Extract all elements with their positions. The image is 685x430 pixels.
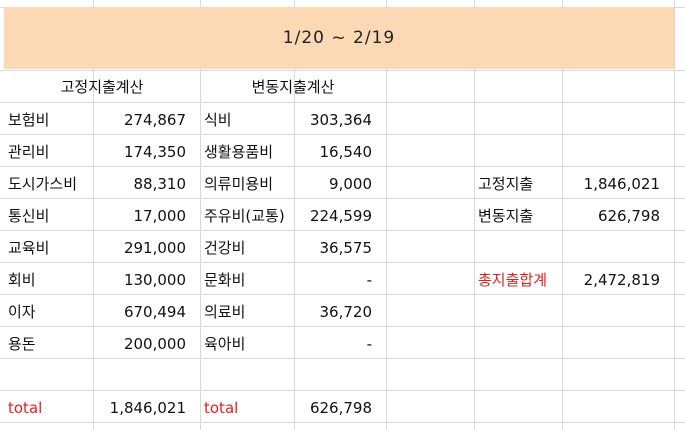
- summary-total-value[interactable]: 2,472,819: [583, 271, 660, 289]
- variable-label-cell[interactable]: 건강비: [204, 239, 246, 257]
- gridline: [562, 0, 563, 430]
- summary-variable-label[interactable]: 변동지출: [478, 207, 534, 225]
- summary-total-label[interactable]: 총지출합계: [478, 271, 548, 289]
- fixed-value-cell[interactable]: 274,867: [123, 111, 186, 129]
- variable-expense-header[interactable]: 변동지출계산: [251, 78, 335, 96]
- variable-label-cell[interactable]: 문화비: [204, 271, 246, 289]
- variable-label-cell[interactable]: 주유비(교통): [204, 207, 285, 225]
- gridline: [474, 0, 475, 430]
- variable-label-cell[interactable]: 육아비: [204, 335, 246, 353]
- gridline: [0, 70, 685, 71]
- variable-value-cell[interactable]: 36,720: [319, 303, 373, 321]
- gridline: [0, 262, 685, 263]
- fixed-value-cell[interactable]: 291,000: [123, 239, 186, 257]
- gridline: [200, 0, 201, 430]
- fixed-value-cell[interactable]: 174,350: [123, 143, 186, 161]
- gridline: [294, 0, 295, 430]
- variable-value-cell[interactable]: 9,000: [329, 175, 372, 193]
- fixed-label-cell[interactable]: 이자: [8, 303, 36, 321]
- variable-label-cell[interactable]: 생활용품비: [204, 143, 274, 161]
- variable-total-value[interactable]: 626,798: [309, 399, 372, 417]
- fixed-value-cell[interactable]: 17,000: [133, 207, 187, 225]
- variable-label-cell[interactable]: 식비: [204, 111, 232, 129]
- variable-label-cell[interactable]: 의료비: [204, 303, 246, 321]
- fixed-total-label[interactable]: total: [8, 399, 43, 417]
- variable-value-cell[interactable]: 303,364: [309, 111, 372, 129]
- fixed-label-cell[interactable]: 관리비: [8, 143, 50, 161]
- gridline: [0, 422, 685, 423]
- fixed-label-cell[interactable]: 도시가스비: [8, 175, 78, 193]
- fixed-total-value[interactable]: 1,846,021: [109, 399, 186, 417]
- fixed-expense-header[interactable]: 고정지출계산: [60, 78, 144, 96]
- summary-fixed-value[interactable]: 1,846,021: [583, 175, 660, 193]
- fixed-value-cell[interactable]: 130,000: [123, 271, 186, 289]
- variable-value-cell[interactable]: -: [366, 271, 372, 289]
- gridline: [93, 0, 94, 430]
- variable-value-cell[interactable]: 36,575: [319, 239, 373, 257]
- fixed-value-cell[interactable]: 200,000: [123, 335, 186, 353]
- fixed-label-cell[interactable]: 보험비: [8, 111, 50, 129]
- gridline: [0, 102, 685, 103]
- fixed-label-cell[interactable]: 교육비: [8, 239, 50, 257]
- gridline: [0, 134, 685, 135]
- variable-value-cell[interactable]: 16,540: [319, 143, 373, 161]
- date-range-title: 1/20 ~ 2/19: [282, 28, 396, 48]
- gridline: [0, 166, 685, 167]
- fixed-label-cell[interactable]: 통신비: [8, 207, 50, 225]
- variable-total-label[interactable]: total: [204, 399, 239, 417]
- fixed-label-cell[interactable]: 용돈: [8, 335, 36, 353]
- variable-label-cell[interactable]: 의류미용비: [204, 175, 274, 193]
- gridline: [0, 326, 685, 327]
- summary-variable-value[interactable]: 626,798: [597, 207, 660, 225]
- fixed-value-cell[interactable]: 670,494: [123, 303, 186, 321]
- fixed-label-cell[interactable]: 회비: [8, 271, 36, 289]
- gridline: [0, 358, 685, 359]
- variable-value-cell[interactable]: -: [366, 335, 372, 353]
- fixed-value-cell[interactable]: 88,310: [133, 175, 187, 193]
- gridline: [0, 390, 685, 391]
- date-range-banner[interactable]: 1/20 ~ 2/19: [4, 7, 674, 69]
- gridline: [0, 294, 685, 295]
- gridline: [0, 198, 685, 199]
- gridline: [386, 0, 387, 430]
- gridline: [0, 230, 685, 231]
- gridline: [674, 0, 675, 430]
- variable-value-cell[interactable]: 224,599: [309, 207, 372, 225]
- summary-fixed-label[interactable]: 고정지출: [478, 175, 534, 193]
